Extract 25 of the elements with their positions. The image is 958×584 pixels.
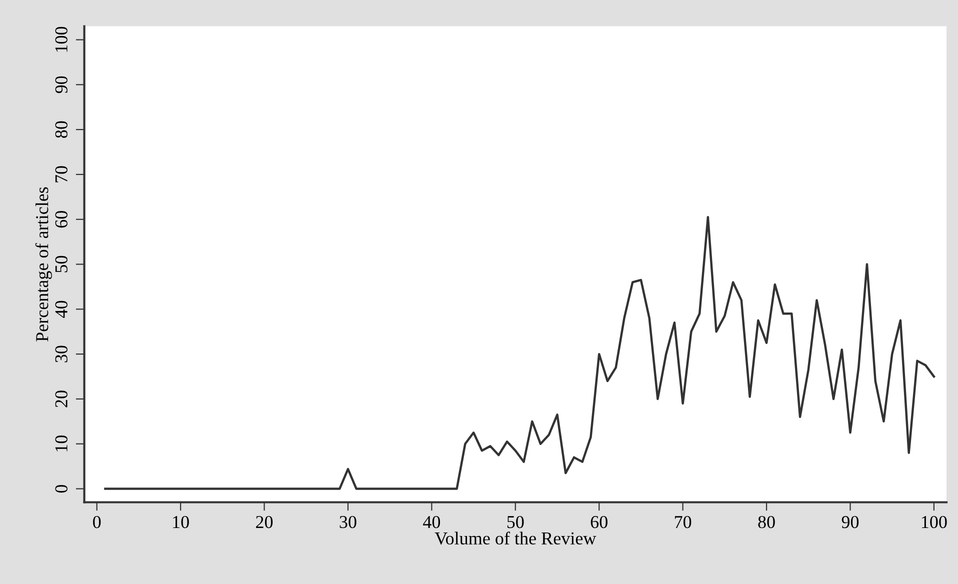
y-axis-title: Percentage of articles (35, 187, 52, 342)
y-tick-label: 80 (55, 121, 68, 138)
x-tick-label: 0 (93, 516, 101, 528)
x-axis-title: Volume of the Review (434, 532, 596, 545)
x-tick-label: 50 (507, 516, 524, 528)
x-tick-label: 30 (340, 516, 356, 528)
y-tick-label: 20 (55, 390, 68, 408)
y-tick-label: 30 (55, 346, 68, 362)
x-tick-label: 100 (922, 516, 947, 528)
y-tick-label: 10 (55, 436, 68, 452)
x-tick-label: 70 (674, 516, 692, 528)
x-tick-label: 20 (256, 516, 273, 528)
y-tick-label: 90 (55, 76, 68, 94)
y-tick-label: 40 (55, 300, 68, 318)
x-tick-label: 40 (423, 516, 440, 528)
y-tick-label: 60 (55, 211, 68, 228)
x-tick-label: 80 (758, 516, 775, 528)
line-series (104, 216, 936, 490)
x-tick-label: 90 (842, 516, 859, 528)
y-tick-label: 0 (55, 484, 68, 493)
x-tick-label: 60 (590, 516, 608, 528)
y-tick-label: 70 (55, 166, 68, 182)
x-tick-label: 10 (173, 516, 189, 528)
y-tick-label: 50 (55, 256, 68, 272)
y-tick-label: 100 (55, 26, 68, 52)
